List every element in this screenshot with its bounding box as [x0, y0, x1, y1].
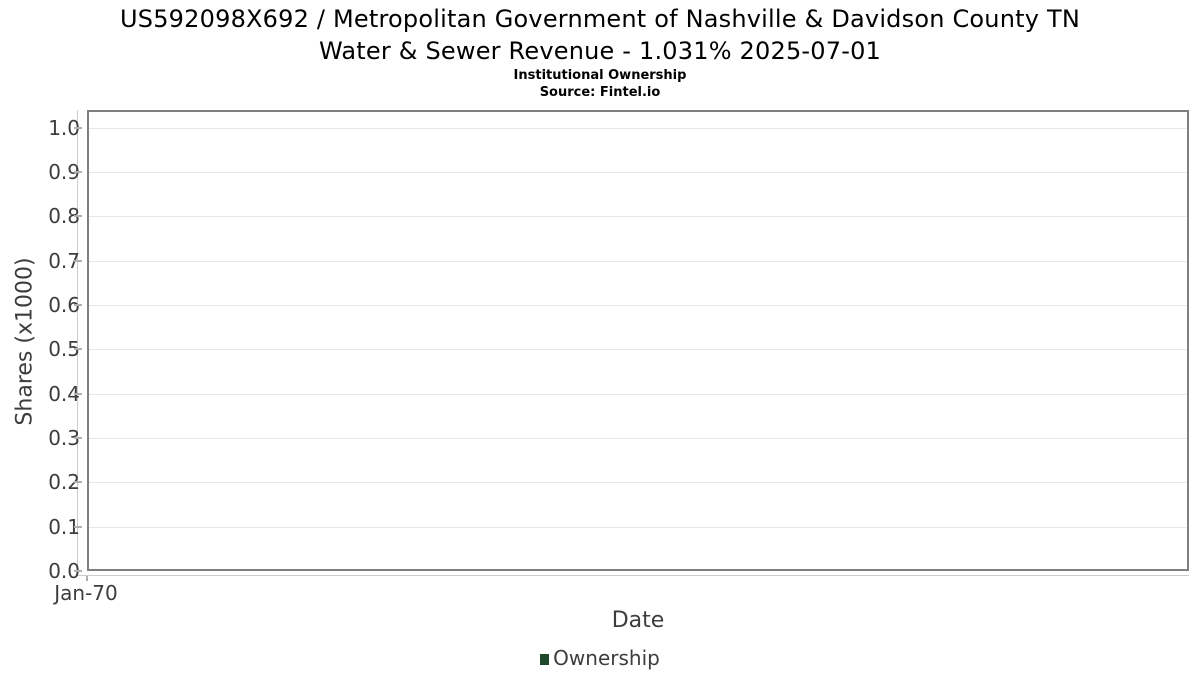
y-tick-label: 0.0 — [48, 559, 80, 583]
x-axis-tick-label: Jan-70 — [54, 581, 118, 605]
y-tick-mark — [74, 437, 82, 440]
y-tick-mark — [74, 259, 82, 262]
gridline — [89, 172, 1187, 174]
x-axis-title: Date — [611, 608, 665, 633]
y-tick-mark — [74, 215, 82, 218]
plot-area — [87, 110, 1189, 571]
y-tick-mark — [74, 126, 82, 129]
x-axis-tick-mark — [86, 576, 88, 581]
gridline — [89, 349, 1187, 351]
gridline — [89, 393, 1187, 395]
y-tick-mark — [74, 304, 82, 307]
y-tick-label: 0.2 — [48, 470, 80, 495]
y-tick-mark — [74, 570, 82, 572]
gridline — [89, 438, 1187, 440]
x-axis-line — [77, 575, 1189, 576]
chart-subtitle: Institutional Ownership — [513, 68, 687, 83]
y-tick-label: 0.9 — [48, 160, 80, 185]
y-axis-line — [77, 110, 78, 576]
y-tick-label: 1.0 — [48, 115, 80, 140]
gridline — [89, 526, 1187, 528]
y-tick-mark — [74, 392, 82, 395]
y-tick-mark — [74, 525, 82, 528]
y-tick-mark — [74, 481, 82, 484]
gridline — [89, 482, 1187, 484]
gridline — [89, 216, 1187, 218]
y-axis-title: Shares (x1000) — [12, 257, 38, 426]
chart-title-line1: US592098X692 / Metropolitan Government o… — [120, 5, 1080, 33]
legend-series-label: Ownership — [553, 646, 660, 670]
y-tick-mark — [74, 171, 82, 174]
legend-marker-icon — [540, 653, 550, 665]
chart-title-line2: Water & Sewer Revenue - 1.031% 2025-07-0… — [318, 37, 882, 65]
y-tick-label: 0.1 — [48, 514, 80, 539]
gridline — [89, 260, 1187, 262]
y-tick-label: 0.8 — [48, 204, 80, 229]
chart-source-label: Source: Fintel.io — [539, 85, 661, 100]
gridline — [89, 127, 1187, 129]
y-tick-mark — [74, 348, 82, 351]
gridline — [89, 305, 1187, 307]
legend: Ownership — [0, 646, 1200, 670]
